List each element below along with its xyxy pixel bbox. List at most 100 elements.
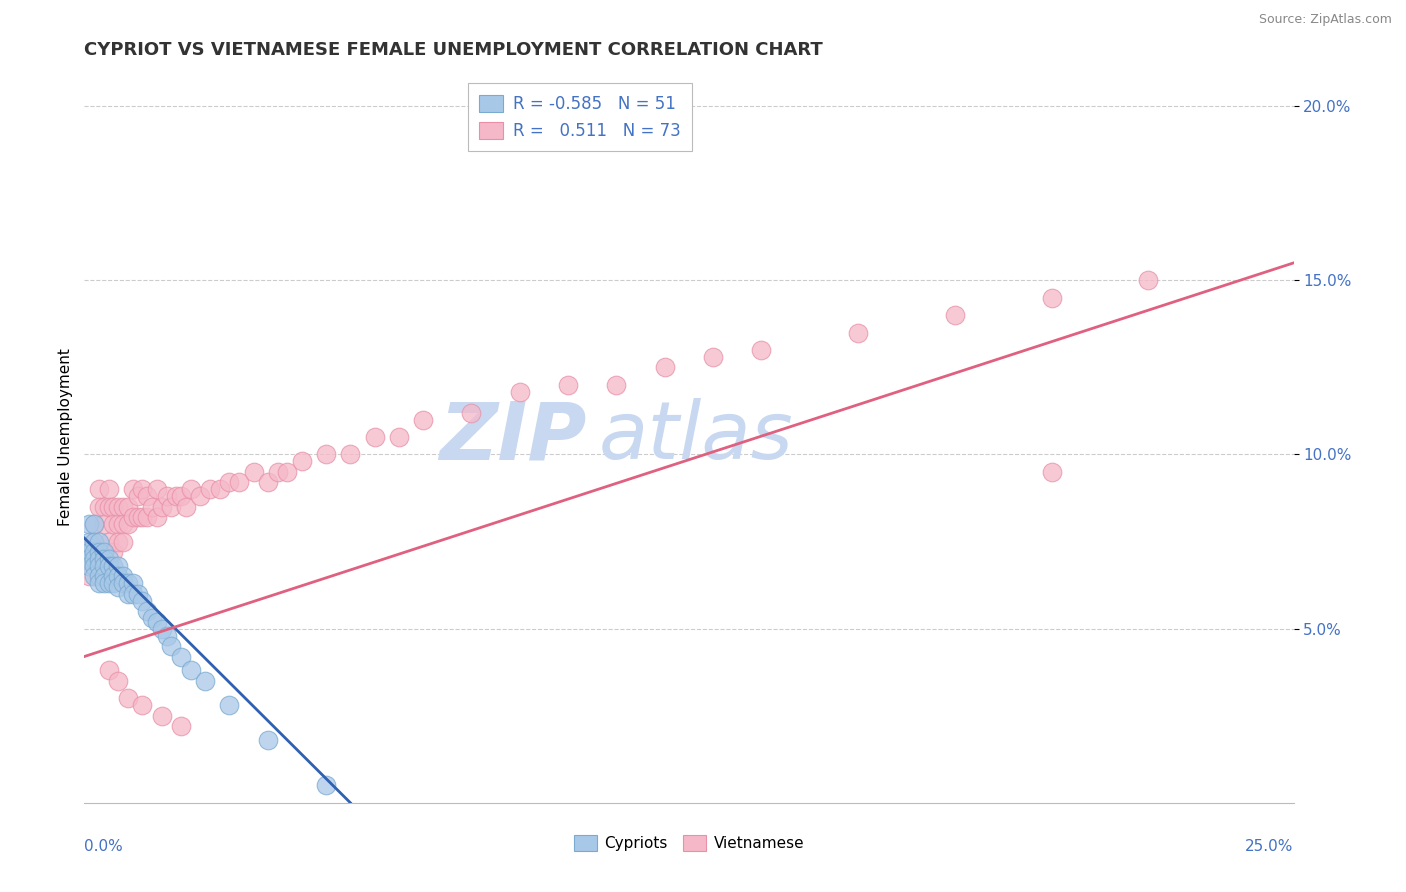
Point	[117, 576, 139, 591]
Point	[97, 664, 120, 678]
Point	[103, 569, 125, 583]
Point	[87, 500, 110, 514]
Point	[155, 489, 177, 503]
Point	[121, 576, 143, 591]
Point	[77, 545, 100, 559]
Point	[198, 483, 221, 497]
Point	[174, 500, 197, 514]
Point	[218, 475, 240, 490]
Point	[141, 500, 163, 514]
Point	[605, 377, 627, 392]
Point	[87, 552, 110, 566]
Text: ZIP: ZIP	[439, 398, 586, 476]
Point	[117, 517, 139, 532]
Point	[751, 343, 773, 357]
Point	[103, 576, 125, 591]
Point	[93, 545, 115, 559]
Point	[170, 489, 193, 503]
Point	[180, 483, 202, 497]
Point	[257, 733, 280, 747]
Point	[103, 517, 125, 532]
Point	[93, 552, 115, 566]
Point	[87, 552, 110, 566]
Point	[127, 587, 149, 601]
Point	[107, 500, 129, 514]
Point	[1040, 465, 1063, 479]
Point	[121, 483, 143, 497]
Point	[194, 673, 217, 688]
Point	[112, 576, 135, 591]
Point	[83, 545, 105, 559]
Point	[315, 448, 337, 462]
Point	[87, 576, 110, 591]
Point	[136, 604, 159, 618]
Point	[165, 489, 187, 503]
Text: 0.0%: 0.0%	[84, 839, 124, 855]
Point	[97, 500, 120, 514]
Point	[170, 649, 193, 664]
Point	[103, 545, 125, 559]
Point	[112, 500, 135, 514]
Point	[146, 510, 169, 524]
Point	[131, 594, 153, 608]
Point	[1040, 291, 1063, 305]
Text: Source: ZipAtlas.com: Source: ZipAtlas.com	[1258, 13, 1392, 27]
Text: CYPRIOT VS VIETNAMESE FEMALE UNEMPLOYMENT CORRELATION CHART: CYPRIOT VS VIETNAMESE FEMALE UNEMPLOYMEN…	[84, 41, 823, 59]
Point	[1137, 273, 1160, 287]
Point	[557, 377, 579, 392]
Point	[93, 576, 115, 591]
Point	[846, 326, 869, 340]
Point	[131, 510, 153, 524]
Point	[117, 587, 139, 601]
Point	[136, 510, 159, 524]
Point	[150, 708, 173, 723]
Point	[87, 558, 110, 573]
Point	[103, 558, 125, 573]
Point	[257, 475, 280, 490]
Point	[83, 517, 105, 532]
Point	[93, 558, 115, 573]
Text: 25.0%: 25.0%	[1246, 839, 1294, 855]
Legend: Cypriots, Vietnamese: Cypriots, Vietnamese	[568, 830, 810, 857]
Point	[97, 552, 120, 566]
Point	[242, 465, 264, 479]
Point	[146, 483, 169, 497]
Point	[87, 534, 110, 549]
Point	[146, 615, 169, 629]
Point	[97, 558, 120, 573]
Point	[136, 489, 159, 503]
Point	[103, 500, 125, 514]
Point	[412, 412, 434, 426]
Point	[77, 534, 100, 549]
Point	[107, 673, 129, 688]
Point	[83, 569, 105, 583]
Point	[141, 611, 163, 625]
Point	[127, 510, 149, 524]
Point	[87, 569, 110, 583]
Point	[150, 622, 173, 636]
Point	[83, 517, 105, 532]
Point	[160, 500, 183, 514]
Point	[93, 500, 115, 514]
Point	[87, 483, 110, 497]
Point	[160, 639, 183, 653]
Point	[339, 448, 361, 462]
Point	[131, 698, 153, 713]
Point	[276, 465, 298, 479]
Point	[93, 517, 115, 532]
Point	[363, 430, 385, 444]
Point	[702, 350, 724, 364]
Point	[460, 406, 482, 420]
Point	[155, 629, 177, 643]
Point	[87, 545, 110, 559]
Point	[117, 691, 139, 706]
Point	[107, 558, 129, 573]
Point	[112, 534, 135, 549]
Point	[97, 576, 120, 591]
Point	[83, 552, 105, 566]
Point	[190, 489, 212, 503]
Y-axis label: Female Unemployment: Female Unemployment	[58, 348, 73, 526]
Point	[107, 534, 129, 549]
Point	[121, 510, 143, 524]
Point	[97, 483, 120, 497]
